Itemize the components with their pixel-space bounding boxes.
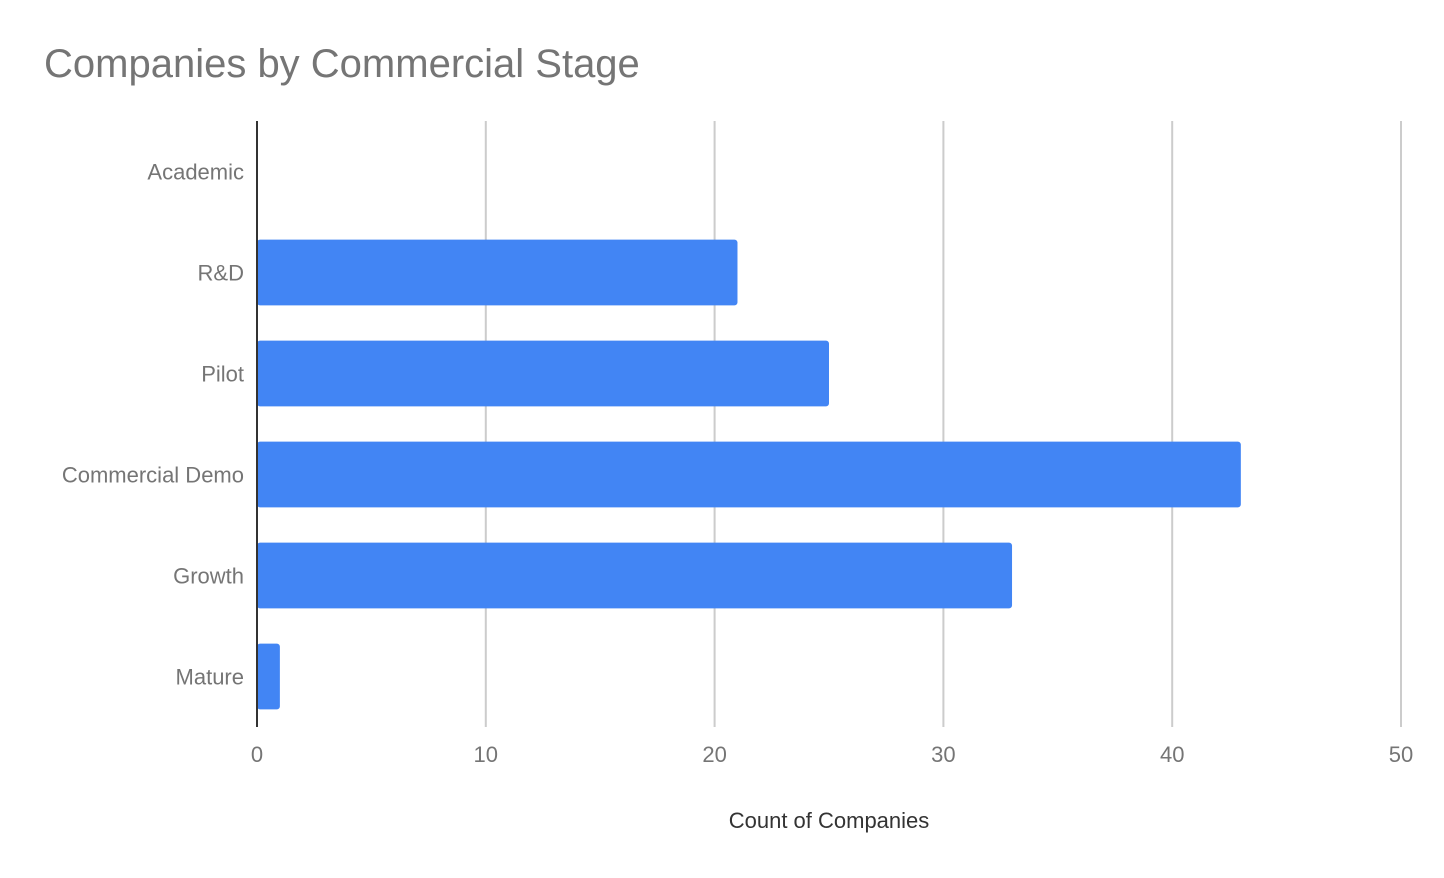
bar bbox=[257, 542, 1013, 609]
category-label: Academic bbox=[147, 160, 244, 185]
category-label: Pilot bbox=[201, 362, 244, 387]
x-tick-label: 40 bbox=[1160, 742, 1184, 767]
category-label: R&D bbox=[198, 261, 244, 286]
x-tick-label: 10 bbox=[474, 742, 498, 767]
bar bbox=[257, 239, 738, 306]
chart-title: Companies by Commercial Stage bbox=[44, 42, 640, 86]
x-tick-label: 0 bbox=[251, 742, 263, 767]
x-tick-label: 50 bbox=[1389, 742, 1413, 767]
category-label: Commercial Demo bbox=[62, 463, 244, 488]
gridlines bbox=[484, 121, 1402, 727]
category-label: Growth bbox=[173, 564, 244, 589]
bar bbox=[257, 643, 280, 710]
x-axis-title: Count of Companies bbox=[729, 808, 930, 833]
labels: 0 10 20 30 40 50 Academic R&D Pilot Commercial De… bbox=[62, 160, 1413, 834]
bar bbox=[257, 340, 829, 407]
bar bbox=[257, 441, 1241, 508]
x-tick-label: 20 bbox=[702, 742, 726, 767]
bars bbox=[257, 239, 1241, 710]
x-tick-label: 30 bbox=[931, 742, 955, 767]
category-label: Mature bbox=[176, 665, 244, 690]
